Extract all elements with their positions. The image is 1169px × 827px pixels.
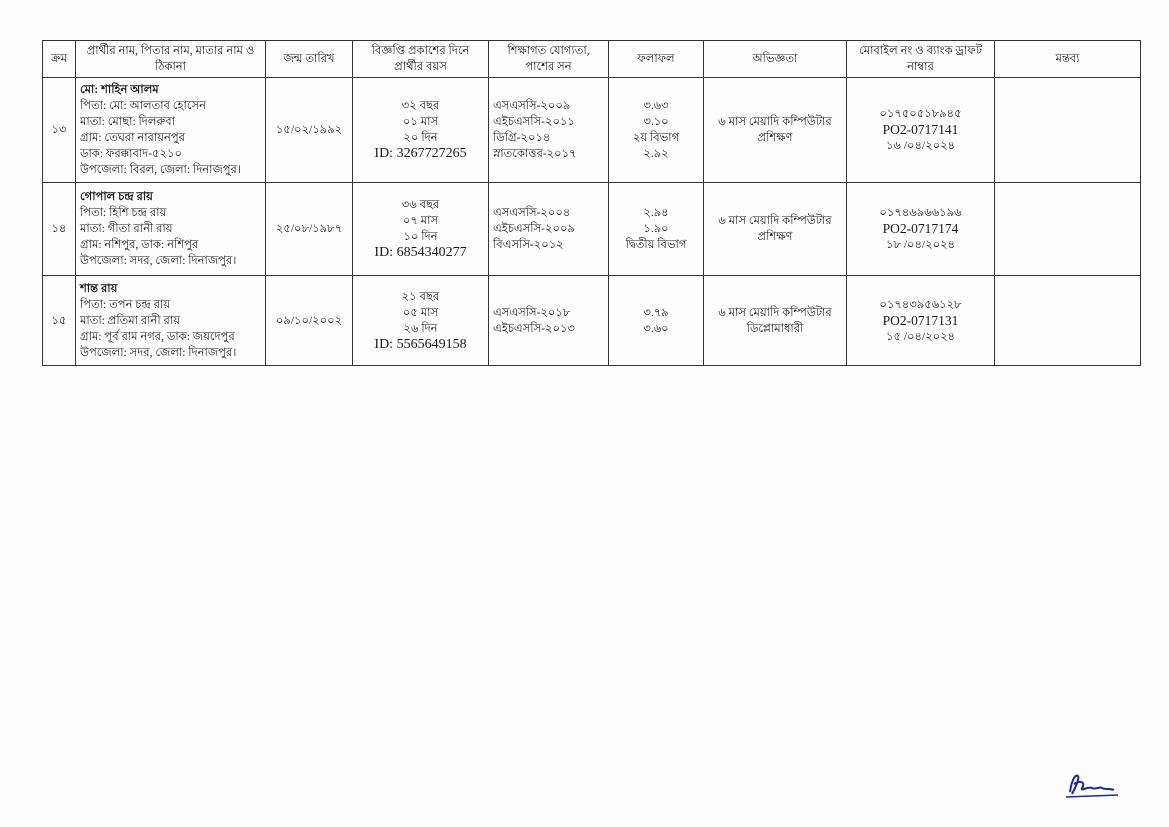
applicant-name: মো: শাহিন আলম bbox=[80, 84, 159, 96]
name-address-cell: গোপাল চন্দ্র রায় পিতা: হিশি চন্দ্র রায় ম… bbox=[75, 182, 266, 276]
result-line: ২য় বিভাগ bbox=[632, 132, 680, 144]
details-line: মাতা: প্রতিমা রানী রায় bbox=[80, 314, 180, 327]
applicant-table: ক্রম প্রার্থীর নাম, পিতার নাম, মাতার নাম… bbox=[42, 40, 1141, 366]
header-age: বিজ্ঞপ্তি প্রকাশের দিনে প্রার্থীর বয়স bbox=[352, 40, 489, 78]
age-line: ২৬ দিন bbox=[403, 322, 438, 335]
experience-cell: ৬ মাস মেয়াদি কম্পিউটার ডিপ্লোমাধারী bbox=[703, 275, 847, 366]
table-row: ১৫ শান্ত রায় পিতা: তপন চন্দ্র রায় মাতা: প… bbox=[42, 275, 1141, 366]
mobile-number: ০১৭৪৬৯৬৬১৯৬ bbox=[879, 207, 962, 219]
education-cell: এসএসসি-২০০৪ এইচএসসি-২০০৯ বিএসসি-২০১২ bbox=[488, 182, 609, 276]
age-line: ২১ বছর bbox=[401, 290, 440, 303]
national-id: ID: 5565649158 bbox=[374, 336, 467, 352]
header-serial: ক্রম bbox=[42, 40, 76, 78]
details-line: উপজেলা: সদর, জেলা: দিনাজপুর। bbox=[80, 255, 237, 267]
bank-draft-number: PO2-0717141 bbox=[882, 122, 959, 137]
result-line: ২.৯৪ bbox=[643, 207, 669, 219]
mobile-number: ০১৭৫০৫১৮৯৪৫ bbox=[879, 108, 962, 120]
serial-cell: ১৪ bbox=[42, 182, 76, 276]
details-line: উপজেলা: সদর, জেলা: দিনাজপুর। bbox=[80, 346, 237, 359]
dob-cell: ২৫/০৮/১৯৮৭ bbox=[265, 182, 353, 276]
age-cell: ২১ বছর ০৫ মাস ২৬ দিন ID: 5565649158 bbox=[352, 275, 489, 366]
remarks-cell bbox=[994, 182, 1141, 276]
age-cell: ৩২ বছর ০১ মাস ২০ দিন ID: 3267727265 bbox=[352, 77, 489, 183]
dob-cell: ০৯/১০/২০০২ bbox=[265, 275, 353, 366]
education-line: এসএসসি-২০০৪ bbox=[493, 207, 571, 219]
header-mobile-draft: মোবাইল নং ও ব্যাংক ড্রাফট নাম্বার bbox=[846, 40, 995, 78]
header-name-address: প্রার্থীর নাম, পিতার নাম, মাতার নাম ও ঠি… bbox=[75, 40, 266, 78]
education-line: এইচএসসি-২০০৯ bbox=[493, 223, 575, 235]
signature bbox=[1065, 774, 1119, 798]
mobile-draft-cell: ০১৭৪৬৯৬৬১৯৬ PO2-0717174 ১৮ /০৪/২০২৪ bbox=[846, 182, 995, 276]
result-line: ৩.৭৯ bbox=[643, 306, 669, 319]
header-result: ফলাফল bbox=[608, 40, 704, 78]
education-line: এসএসসি-২০০৯ bbox=[493, 100, 571, 112]
serial-cell: ১৫ bbox=[42, 275, 76, 366]
details-line: গ্রাম: পূর্ব রাম নগর, ডাক: জয়দেপুর bbox=[80, 330, 235, 343]
header-education: শিক্ষাগত যোগ্যতা, পাশের সন bbox=[488, 40, 609, 78]
details-line: মাতা: মোছা: দিলরুবা bbox=[80, 116, 175, 128]
applicant-name: শান্ত রায় bbox=[80, 282, 118, 295]
bank-draft-date: ১৫ /০৪/২০২৪ bbox=[885, 330, 956, 343]
age-line: ৩৬ বছর bbox=[401, 199, 440, 211]
table-row: ১৪ গোপাল চন্দ্র রায় পিতা: হিশি চন্দ্র রায… bbox=[42, 182, 1141, 276]
education-line: ডিগ্রি-২০১৪ bbox=[493, 132, 551, 144]
details-line: মাতা: গীতা রানী রায় bbox=[80, 223, 173, 235]
age-cell: ৩৬ বছর ০৭ মাস ১০ দিন ID: 6854340277 bbox=[352, 182, 489, 276]
age-line: ৩২ বছর bbox=[401, 100, 440, 112]
details-line: পিতা: তপন চন্দ্র রায় bbox=[80, 298, 171, 311]
bank-draft-number: PO2-0717174 bbox=[882, 221, 959, 236]
result-line: ৩.১০ bbox=[643, 116, 669, 128]
education-line: এইচএসসি-২০১১ bbox=[493, 116, 575, 128]
details-line: ডাক: ফরক্কাবাদ-৫২১০ bbox=[80, 148, 182, 160]
details-line: উপজেলা: বিরল, জেলা: দিনাজপুর। bbox=[80, 164, 241, 176]
national-id: ID: 6854340277 bbox=[374, 245, 467, 260]
national-id: ID: 3267727265 bbox=[374, 146, 467, 161]
result-cell: ৩.৬৩ ৩.১০ ২য় বিভাগ ২.৯২ bbox=[608, 77, 704, 183]
dob-cell: ১৫/০২/১৯৯২ bbox=[265, 77, 353, 183]
bank-draft-date: ১৮ /০৪/২০২৪ bbox=[885, 239, 956, 251]
serial-cell: ১৩ bbox=[42, 77, 76, 183]
result-line: ২.৯২ bbox=[643, 148, 669, 160]
bank-draft-number: PO2-0717131 bbox=[882, 312, 959, 328]
experience-cell: ৬ মাস মেয়াদি কম্পিউটার প্রশিক্ষণ bbox=[703, 77, 847, 183]
age-line: ০৭ মাস bbox=[402, 215, 439, 227]
result-line: দ্বিতীয় বিভাগ bbox=[625, 239, 687, 251]
experience-cell: ৬ মাস মেয়াদি কম্পিউটার প্রশিক্ষণ bbox=[703, 182, 847, 276]
mobile-draft-cell: ০১৭৪৩৯৫৬১২৮ PO2-0717131 ১৫ /০৪/২০২৪ bbox=[846, 275, 995, 366]
age-line: ০১ মাস bbox=[402, 116, 439, 128]
details-line: পিতা: মো: আলতাব হোসেন bbox=[80, 100, 206, 112]
result-line: ৩.৬৩ bbox=[643, 100, 669, 112]
applicant-name: গোপাল চন্দ্র রায় bbox=[80, 191, 153, 203]
education-cell: এসএসসি-২০১৮ এইচএসসি-২০১৩ bbox=[488, 275, 609, 366]
details-line: পিতা: হিশি চন্দ্র রায় bbox=[80, 207, 167, 219]
details-line: গ্রাম: নশিপুর, ডাক: নশিপুর bbox=[80, 239, 199, 251]
education-line: এইচএসসি-২০১৩ bbox=[493, 322, 575, 335]
mobile-draft-cell: ০১৭৫০৫১৮৯৪৫ PO2-0717141 ১৬ /০৪/২০২৪ bbox=[846, 77, 995, 183]
education-line: বিএসসি-২০১২ bbox=[493, 239, 564, 251]
remarks-cell bbox=[994, 275, 1141, 366]
header-dob: জন্ম তারিখ bbox=[265, 40, 353, 78]
table-row: ১৩ মো: শাহিন আলম পিতা: মো: আলতাব হোসেন মাতা… bbox=[42, 77, 1141, 183]
age-line: ১০ দিন bbox=[403, 231, 438, 243]
result-cell: ৩.৭৯ ৩.৬০ bbox=[608, 275, 704, 366]
name-address-cell: মো: শাহিন আলম পিতা: মো: আলতাব হোসেন মাতা: … bbox=[75, 77, 266, 183]
header-experience: অভিজ্ঞতা bbox=[703, 40, 847, 78]
result-line: ১.৯০ bbox=[643, 223, 669, 235]
age-line: ২০ দিন bbox=[403, 132, 438, 144]
name-address-cell: শান্ত রায় পিতা: তপন চন্দ্র রায় মাতা: প্র… bbox=[75, 275, 266, 366]
bank-draft-date: ১৬ /০৪/২০২৪ bbox=[885, 140, 956, 152]
mobile-number: ০১৭৪৩৯৫৬১২৮ bbox=[879, 298, 962, 311]
age-line: ০৫ মাস bbox=[402, 306, 439, 319]
education-cell: এসএসসি-২০০৯ এইচএসসি-২০১১ ডিগ্রি-২০১৪ স্নাতক… bbox=[488, 77, 609, 183]
remarks-cell bbox=[994, 77, 1141, 183]
education-line: স্নাতকোত্তর-২০১৭ bbox=[493, 148, 577, 160]
result-cell: ২.৯৪ ১.৯০ দ্বিতীয় বিভাগ bbox=[608, 182, 704, 276]
header-remarks: মন্তব্য bbox=[994, 40, 1141, 78]
result-line: ৩.৬০ bbox=[643, 322, 669, 335]
table-header-row: ক্রম প্রার্থীর নাম, পিতার নাম, মাতার নাম… bbox=[42, 40, 1141, 78]
education-line: এসএসসি-২০১৮ bbox=[493, 306, 571, 319]
details-line: গ্রাম: তেঘরা নারায়নপুর bbox=[80, 132, 185, 144]
